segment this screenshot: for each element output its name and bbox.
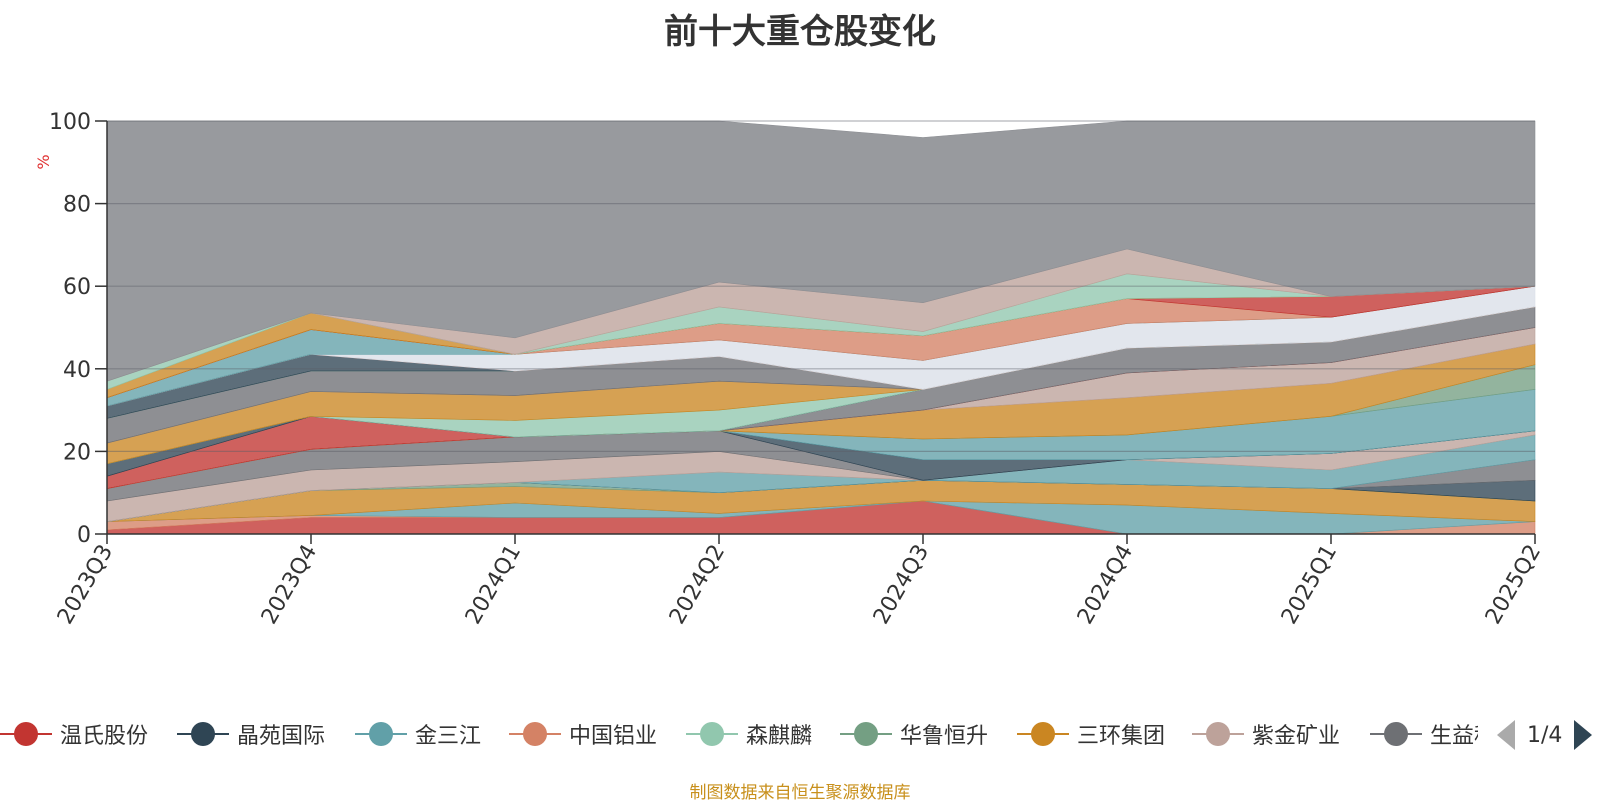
legend-label: 金三江	[415, 724, 482, 749]
area-layers	[106, 120, 1536, 535]
legend-label: 中国铝业	[569, 724, 658, 749]
x-tick-label: 2025Q2	[1481, 541, 1546, 629]
legend-item[interactable]: 生益科技	[1370, 712, 1478, 756]
y-tick-label: 40	[63, 358, 91, 383]
y-tick-label: 80	[63, 193, 91, 218]
legend-label: 紫金矿业	[1252, 724, 1341, 749]
legend-label: 生益科技	[1430, 724, 1478, 749]
y-axis-label: %	[34, 154, 53, 169]
legend-item[interactable]: 中国铝业	[509, 712, 657, 756]
x-tick-label: 2024Q4	[1073, 541, 1138, 629]
legend-label: 晶苑国际	[237, 724, 326, 749]
pager-text: 1/4	[1527, 722, 1563, 748]
legend-item[interactable]: 华鲁恒升	[840, 712, 988, 756]
area-band-32	[106, 120, 1536, 382]
x-tick-label: 2025Q1	[1277, 541, 1342, 629]
next-page-icon[interactable]	[1574, 720, 1593, 750]
x-tick-label: 2024Q2	[665, 541, 730, 629]
legend: 温氏股份 晶苑国际 金三江 中国铝业 森麒麟 华鲁恒升 三环集团 紫金矿业 生益科技	[0, 712, 1478, 756]
legend-pager: 1/4	[1497, 718, 1593, 752]
x-tick-label: 2024Q1	[461, 541, 526, 629]
legend-label: 华鲁恒升	[900, 724, 989, 749]
y-tick-label: 100	[49, 110, 91, 135]
legend-marker-icon	[1192, 712, 1244, 756]
legend-label: 森麒麟	[746, 724, 813, 749]
legend-marker-icon	[1370, 712, 1422, 756]
legend-marker-icon	[355, 712, 407, 756]
legend-marker-icon	[840, 712, 892, 756]
legend-marker-icon	[177, 712, 229, 756]
legend-item[interactable]: 金三江	[355, 712, 481, 756]
y-tick-label: 20	[63, 440, 91, 465]
legend-marker-icon	[1017, 712, 1069, 756]
x-tick-label: 2023Q4	[257, 541, 322, 629]
legend-marker-icon	[686, 712, 738, 756]
chart-title: 前十大重仓股变化	[664, 12, 936, 52]
legend-marker-icon	[0, 712, 52, 756]
legend-label: 温氏股份	[60, 724, 149, 749]
legend-item[interactable]: 晶苑国际	[177, 712, 325, 756]
prev-page-icon[interactable]	[1497, 720, 1515, 750]
legend-item[interactable]: 森麒麟	[686, 712, 812, 756]
legend-item[interactable]: 三环集团	[1017, 712, 1165, 756]
y-tick-label: 0	[77, 523, 91, 548]
gridlines	[107, 120, 1535, 452]
legend-label: 三环集团	[1077, 724, 1166, 749]
x-tick-label: 2024Q3	[869, 541, 934, 629]
legend-marker-icon	[509, 712, 561, 756]
legend-item[interactable]: 紫金矿业	[1192, 712, 1340, 756]
legend-item[interactable]: 温氏股份	[0, 712, 148, 756]
y-tick-label: 60	[63, 275, 91, 300]
x-tick-label: 2023Q3	[53, 541, 118, 629]
area-chart: 0 20 40 60 80 100% 2023Q3 2023Q4 2024Q1 2024Q2 202…	[34, 110, 1546, 629]
source-note: 制图数据来自恒生聚源数据库	[689, 783, 911, 803]
